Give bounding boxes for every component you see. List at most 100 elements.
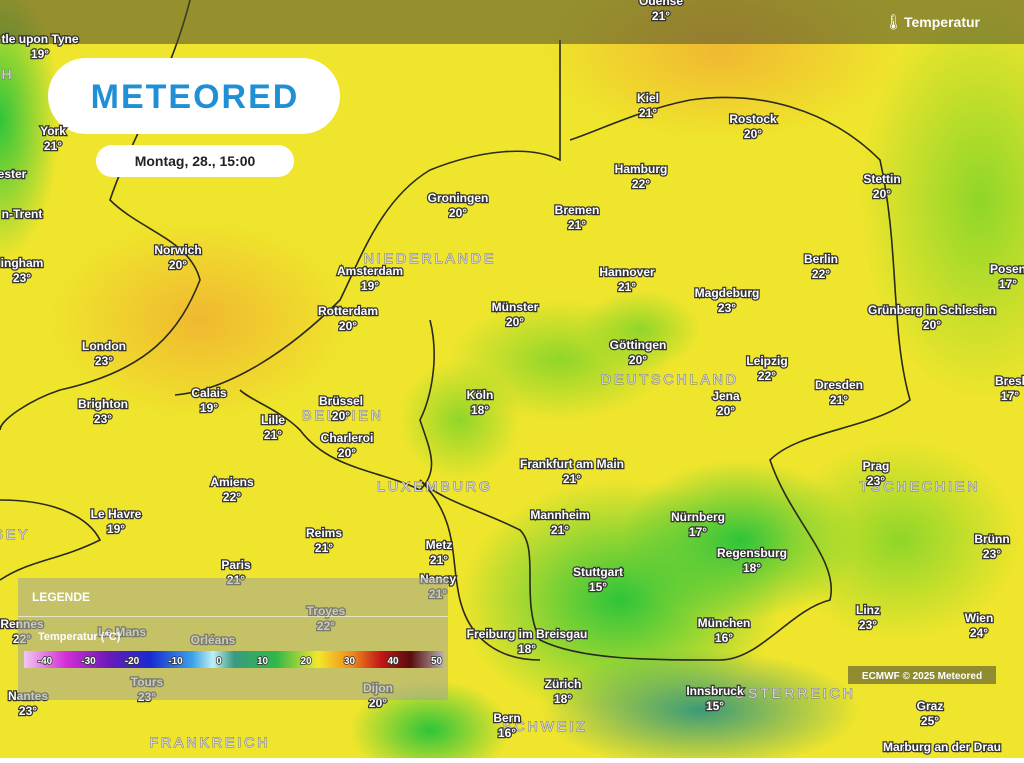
- scale-label: 10: [257, 656, 269, 667]
- city-temperature: 23°: [95, 354, 113, 368]
- city-name: Marburg an der Drau: [883, 740, 1001, 754]
- legend-divider: [18, 616, 448, 617]
- city-temperature: 22°: [632, 177, 650, 191]
- city-name: Wien: [965, 611, 994, 625]
- scale-label: -10: [168, 656, 183, 667]
- city-name: Prag: [863, 459, 890, 473]
- country-label: BELGIEN: [302, 407, 384, 423]
- country-label: SCHWEIZ: [502, 718, 588, 734]
- city-temperature: 17°: [689, 525, 707, 539]
- city-temperature: 18°: [743, 561, 761, 575]
- country-label: SEY: [0, 526, 31, 542]
- country-label: DEUTSCHLAND: [601, 371, 739, 387]
- city-temperature: 21°: [618, 280, 636, 294]
- city-name: London: [82, 339, 126, 353]
- city-temperature: 21°: [551, 523, 569, 537]
- city-name: Mannheim: [530, 508, 589, 522]
- city-temperature: 15°: [589, 580, 607, 594]
- city-name: Brighton: [78, 397, 128, 411]
- city-name: Charleroi: [321, 431, 374, 445]
- city-name: Köln: [467, 388, 494, 402]
- city-name: Groningen: [428, 191, 489, 205]
- city-name: Linz: [856, 603, 880, 617]
- city-name: Regensburg: [717, 546, 787, 560]
- city-temperature: 17°: [999, 277, 1017, 291]
- datetime-box: [96, 145, 294, 177]
- city-name: ester: [0, 167, 27, 181]
- city-name: Stettin: [863, 172, 900, 186]
- top-bar: [0, 0, 1024, 44]
- city-temperature: 20°: [717, 404, 735, 418]
- city-temperature: 23°: [983, 547, 1001, 561]
- city-name: Brünn: [974, 532, 1009, 546]
- city-name: Brüssel: [319, 394, 363, 408]
- scale-label: 0: [216, 656, 222, 667]
- city-name: n-Trent: [2, 207, 43, 221]
- thermometer-icon: 🌡: [884, 14, 903, 31]
- city-temperature: 20°: [332, 409, 350, 423]
- city-temperature: 20°: [744, 127, 762, 141]
- scale-label: 40: [387, 656, 399, 667]
- city-name: Le Havre: [91, 507, 142, 521]
- city-temperature: 20°: [338, 446, 356, 460]
- city-name: Jena: [712, 389, 740, 403]
- city-name: Amiens: [210, 475, 254, 489]
- legend-scale: [24, 651, 444, 668]
- city-name: Freiburg im Breisgau: [467, 627, 588, 641]
- city-name: Göttingen: [610, 338, 667, 352]
- legend-scale-labels: -40 -30 -20 -10 0 10 20 30 40 50: [37, 655, 443, 668]
- city-temperature: 23°: [94, 412, 112, 426]
- city-temperature: 21°: [44, 139, 62, 153]
- city-name: Metz: [426, 538, 453, 552]
- country-label: TSCHECHIEN: [859, 478, 980, 494]
- scale-label: 20: [300, 656, 312, 667]
- city-name: Odense: [639, 0, 683, 8]
- legend-label: Temperatur (°C): [38, 631, 121, 643]
- city-temperature: 19°: [361, 279, 379, 293]
- city-name: Bern: [493, 711, 520, 725]
- country-label: NIEDERLANDE: [364, 250, 497, 266]
- city-name: Amsterdam: [337, 264, 403, 278]
- city-temperature: 21°: [830, 393, 848, 407]
- city-name: Münster: [492, 300, 539, 314]
- city-temperature: 16°: [715, 631, 733, 645]
- city-temperature: 21°: [264, 428, 282, 442]
- city-name: Rostock: [729, 112, 777, 126]
- city-temperature: 20°: [169, 258, 187, 272]
- scale-label: -40: [38, 656, 53, 667]
- city-name: Norwich: [154, 243, 201, 257]
- country-labels: NIEDERLANDE DEUTSCHLAND BELGIEN LUXEMBURG TS…: [0, 66, 980, 751]
- city-name: Stuttgart: [573, 565, 623, 579]
- city-temperature: 23°: [13, 271, 31, 285]
- logo[interactable]: METEORED: [91, 78, 300, 116]
- city-name: Lille: [261, 413, 285, 427]
- city-temperature: 19°: [107, 522, 125, 536]
- city-name: Bresl: [995, 374, 1024, 388]
- city-name: Hannover: [599, 265, 655, 279]
- city-temperature: 22°: [758, 369, 776, 383]
- datetime[interactable]: Montag, 28., 15:00: [135, 153, 256, 169]
- scale-label: -30: [81, 656, 96, 667]
- country-label: LUXEMBURG: [377, 478, 493, 494]
- city-name: Dresden: [815, 378, 863, 392]
- city-name: Innsbruck: [686, 684, 744, 698]
- city-temperature: 18°: [471, 403, 489, 417]
- city-name: München: [698, 616, 751, 630]
- city-name: Nürnberg: [671, 510, 725, 524]
- city-temperature: 20°: [873, 187, 891, 201]
- city-temperature: 21°: [652, 9, 670, 23]
- city-name: Zürich: [545, 677, 582, 691]
- city-name: Bremen: [555, 203, 600, 217]
- city-temperature: 20°: [339, 319, 357, 333]
- city-temperature: 22°: [812, 267, 830, 281]
- city-temperature: 23°: [19, 704, 37, 718]
- city-temperature: 21°: [639, 106, 657, 120]
- credit-box: [848, 666, 996, 684]
- city-temperature: 17°: [1001, 389, 1019, 403]
- city-name: Hamburg: [615, 162, 668, 176]
- city-name: Graz: [917, 699, 944, 713]
- layer-name[interactable]: Temperatur: [904, 14, 981, 30]
- city-name: Reims: [306, 526, 342, 540]
